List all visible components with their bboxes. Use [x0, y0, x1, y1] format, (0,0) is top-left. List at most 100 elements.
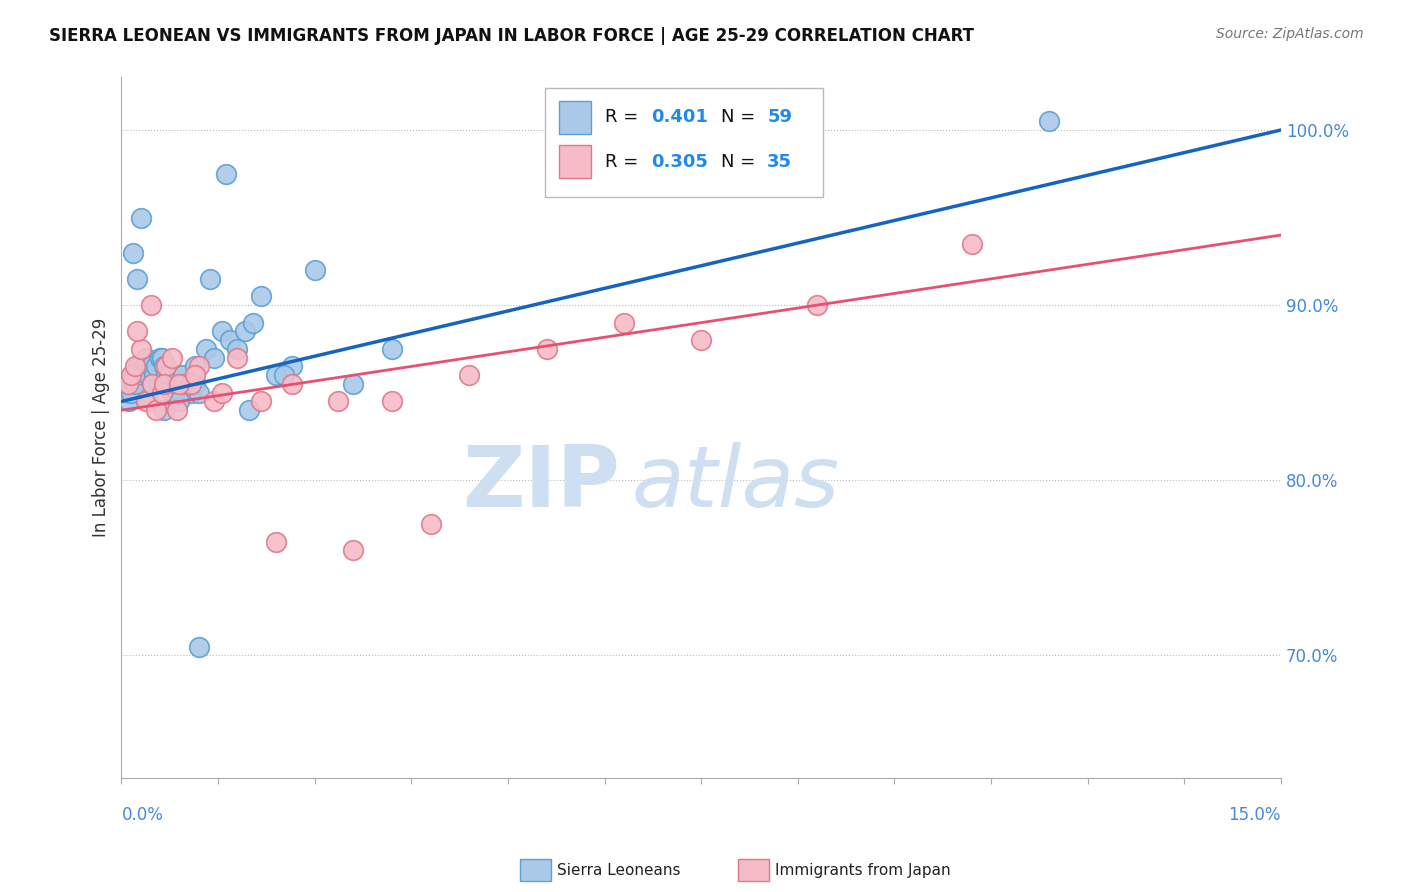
Point [211, 325, 233, 339]
Point [129, 342, 152, 356]
Point [134, 359, 156, 374]
Point [150, 385, 173, 400]
Text: 15.0%: 15.0% [1229, 806, 1281, 824]
Text: 59: 59 [768, 108, 793, 127]
Point [202, 351, 225, 365]
Text: 0.0%: 0.0% [121, 806, 163, 824]
Point [613, 316, 636, 330]
FancyBboxPatch shape [558, 101, 591, 134]
Point [118, 394, 141, 409]
FancyBboxPatch shape [544, 88, 823, 196]
Point [381, 342, 404, 356]
FancyBboxPatch shape [558, 145, 591, 178]
Point [1038, 114, 1060, 128]
Point [381, 394, 404, 409]
Point [160, 385, 183, 400]
Point [195, 342, 218, 356]
Point [122, 245, 145, 260]
Point [156, 376, 179, 391]
Text: 35: 35 [768, 153, 793, 170]
Text: R =: R = [605, 108, 644, 127]
Point [149, 351, 172, 365]
Point [155, 359, 177, 374]
Point [114, 376, 136, 391]
Point [806, 298, 828, 312]
Point [304, 263, 326, 277]
Point [127, 359, 149, 374]
Point [139, 298, 162, 312]
Point [536, 342, 558, 356]
Point [280, 376, 302, 391]
Point [124, 359, 146, 374]
Point [138, 368, 160, 383]
Point [155, 368, 177, 383]
Point [242, 316, 264, 330]
Point [180, 385, 202, 400]
Point [960, 236, 983, 251]
Point [145, 359, 167, 374]
Text: Immigrants from Japan: Immigrants from Japan [775, 863, 950, 878]
Point [342, 376, 364, 391]
Point [690, 333, 713, 347]
Point [165, 394, 187, 409]
Point [148, 376, 170, 391]
Point [169, 368, 191, 383]
Point [342, 543, 364, 558]
Text: 0.401: 0.401 [651, 108, 709, 127]
Point [166, 376, 188, 391]
Point [238, 403, 260, 417]
Point [187, 640, 209, 654]
Point [249, 394, 271, 409]
Text: 0.305: 0.305 [651, 153, 709, 170]
Point [135, 394, 157, 409]
Point [163, 376, 186, 391]
Text: R =: R = [605, 153, 644, 170]
Point [233, 325, 256, 339]
Text: N =: N = [721, 108, 761, 127]
Point [129, 211, 152, 225]
Point [117, 385, 139, 400]
Point [138, 394, 160, 409]
Point [184, 376, 207, 391]
Point [141, 376, 163, 391]
Point [211, 385, 233, 400]
Point [153, 359, 176, 374]
Text: Sierra Leoneans: Sierra Leoneans [557, 863, 681, 878]
Point [125, 272, 148, 286]
Point [273, 368, 295, 383]
Point [264, 534, 287, 549]
Point [153, 376, 176, 391]
Point [125, 325, 148, 339]
Point [150, 351, 173, 365]
Text: N =: N = [721, 153, 761, 170]
Point [169, 376, 191, 391]
Point [139, 359, 162, 374]
Point [160, 351, 183, 365]
Point [264, 368, 287, 383]
Point [326, 394, 349, 409]
Point [176, 376, 198, 391]
Point [172, 368, 194, 383]
Point [169, 394, 191, 409]
Point [280, 359, 302, 374]
Point [180, 376, 202, 391]
Point [226, 342, 249, 356]
Point [187, 359, 209, 374]
Point [200, 272, 222, 286]
Point [120, 368, 142, 383]
Point [202, 394, 225, 409]
Point [170, 385, 193, 400]
Point [132, 368, 155, 383]
Point [226, 351, 249, 365]
Point [142, 368, 165, 383]
Point [120, 385, 142, 400]
Point [135, 351, 157, 365]
Text: ZIP: ZIP [463, 442, 620, 525]
Point [218, 333, 240, 347]
Text: Source: ZipAtlas.com: Source: ZipAtlas.com [1216, 27, 1364, 41]
Point [141, 376, 163, 391]
Point [117, 376, 139, 391]
Point [122, 368, 145, 383]
Point [184, 359, 207, 374]
Text: SIERRA LEONEAN VS IMMIGRANTS FROM JAPAN IN LABOR FORCE | AGE 25-29 CORRELATION C: SIERRA LEONEAN VS IMMIGRANTS FROM JAPAN … [49, 27, 974, 45]
